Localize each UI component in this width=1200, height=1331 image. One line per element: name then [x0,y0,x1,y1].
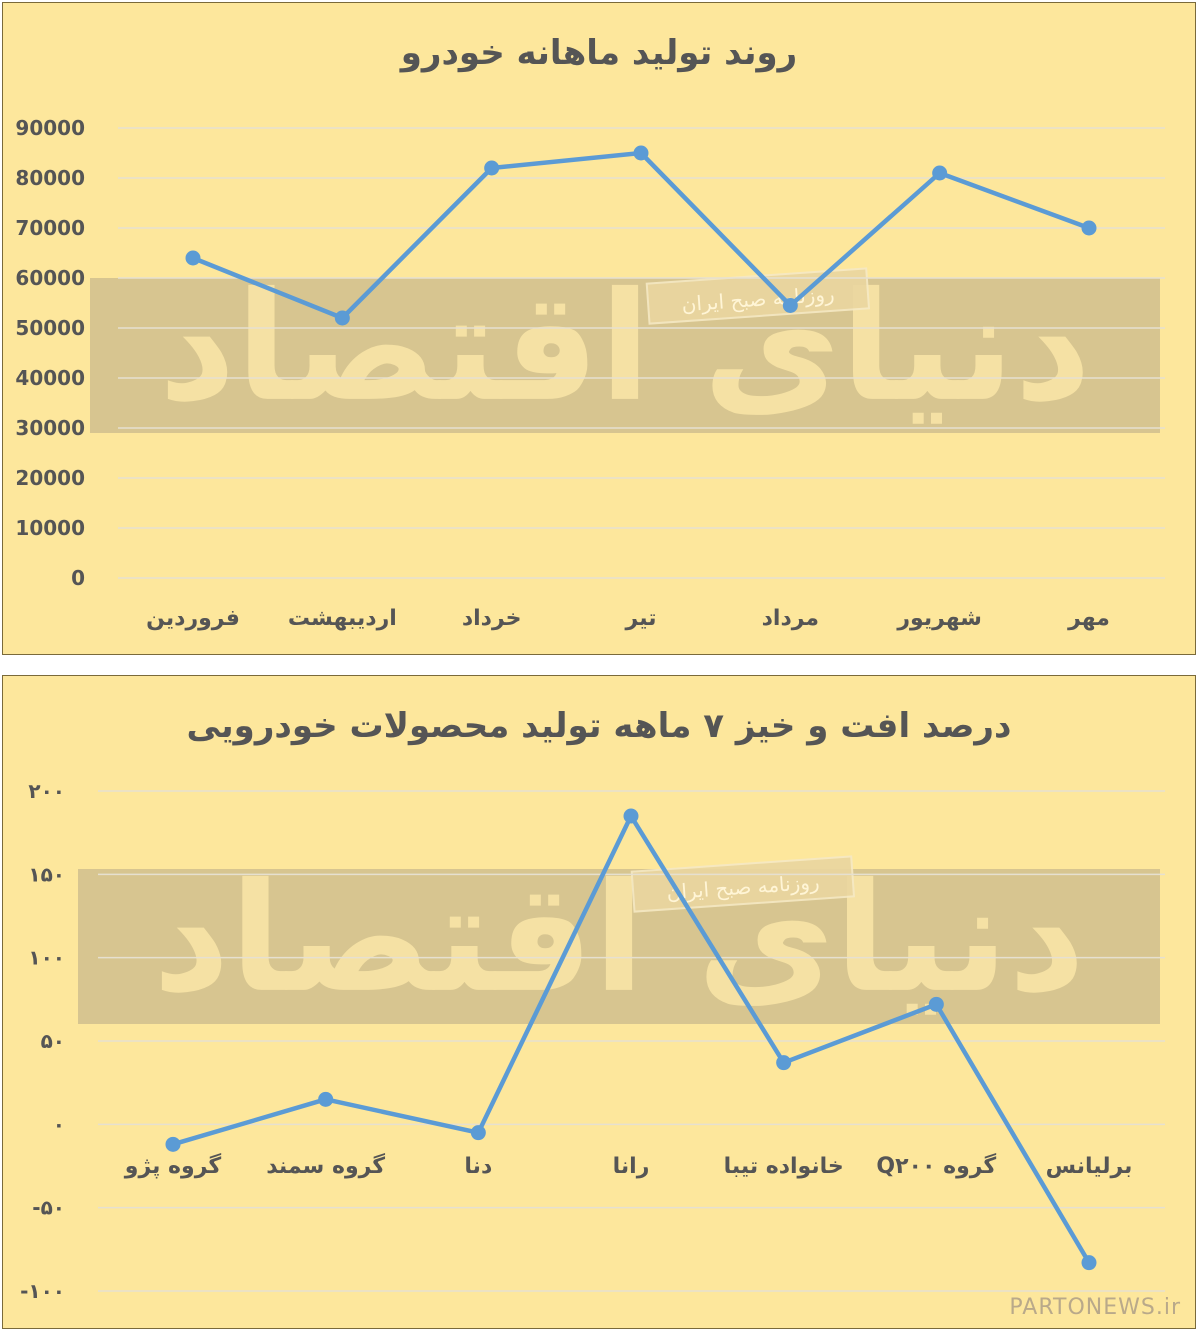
data-point [1081,220,1097,236]
data-point [633,145,649,161]
x-tick-label: گروه پژو [124,1152,222,1179]
chart-title: درصد افت و خیز ۷ ماهه تولید محصولات خودر… [186,706,1012,746]
x-tick-label: شهریور [896,606,982,631]
chart-title: روند تولید ماهانه خودرو [400,33,798,73]
y-tick-label: 30000 [15,416,85,440]
x-tick-label: گروه سمند [266,1152,385,1179]
data-point [484,160,500,176]
y-tick-label: ۱۰۰ [28,946,65,970]
watermark-tagline: روزنامه صبح ایران [630,855,856,913]
y-tick-label: 20000 [15,466,85,490]
y-tick-label: -۱۰۰ [20,1279,65,1303]
x-tick-label: مرداد [762,606,819,631]
y-tick-label: ۰ [53,1112,65,1136]
watermark-band [90,278,1160,433]
y-tick-label: 10000 [15,516,85,540]
y-tick-label: 90000 [15,116,85,140]
data-point [334,310,350,326]
chart-panel-production: روند تولید ماهانه خودرو دنیای اقتصاد روزن… [2,2,1196,655]
data-point [470,1125,486,1141]
data-point [782,298,798,313]
x-tick-label: اردیبهشت [288,606,397,631]
watermark-band [78,869,1160,1024]
y-tick-label: 40000 [15,366,85,390]
x-tick-label: تیر [625,606,657,631]
x-tick-label: برلیانس [1046,1154,1133,1179]
y-tick-label: 60000 [15,266,85,290]
watermark-logo-text: دنیای اقتصاد [159,261,1092,435]
y-tick-label: 0 [71,566,85,590]
y-tick-label: 50000 [15,316,85,340]
x-tick-label: گروه Q۲۰۰ [876,1152,996,1179]
y-tick-label: ۲۰۰ [28,779,65,803]
x-tick-label: خانواده تیبا [724,1154,844,1179]
x-tick-label: مهر [1067,606,1110,631]
data-point [623,808,639,824]
data-point [928,996,944,1012]
x-tick-label: دنا [464,1154,492,1179]
x-tick-label: خرداد [462,606,522,631]
site-watermark: PARTONEWS.ir [1009,1295,1181,1320]
data-point [185,250,201,266]
y-tick-label: ۵۰ [41,1029,65,1053]
data-point [1081,1255,1097,1271]
y-tick-label: ۱۵۰ [28,862,65,886]
y-tick-label: 70000 [15,216,85,240]
y-tick-label: 80000 [15,166,85,190]
x-tick-label: رانا [613,1154,650,1179]
data-point [776,1055,792,1071]
data-point [318,1091,334,1107]
y-tick-label: -۵۰ [32,1196,65,1220]
data-point [165,1136,181,1152]
watermark-logo-text: دنیای اقتصاد [153,852,1086,1026]
chart-panel-percent-change: درصد افت و خیز ۷ ماهه تولید محصولات خودر… [2,675,1196,1329]
data-point [932,165,948,181]
x-tick-label: فروردین [146,606,240,631]
